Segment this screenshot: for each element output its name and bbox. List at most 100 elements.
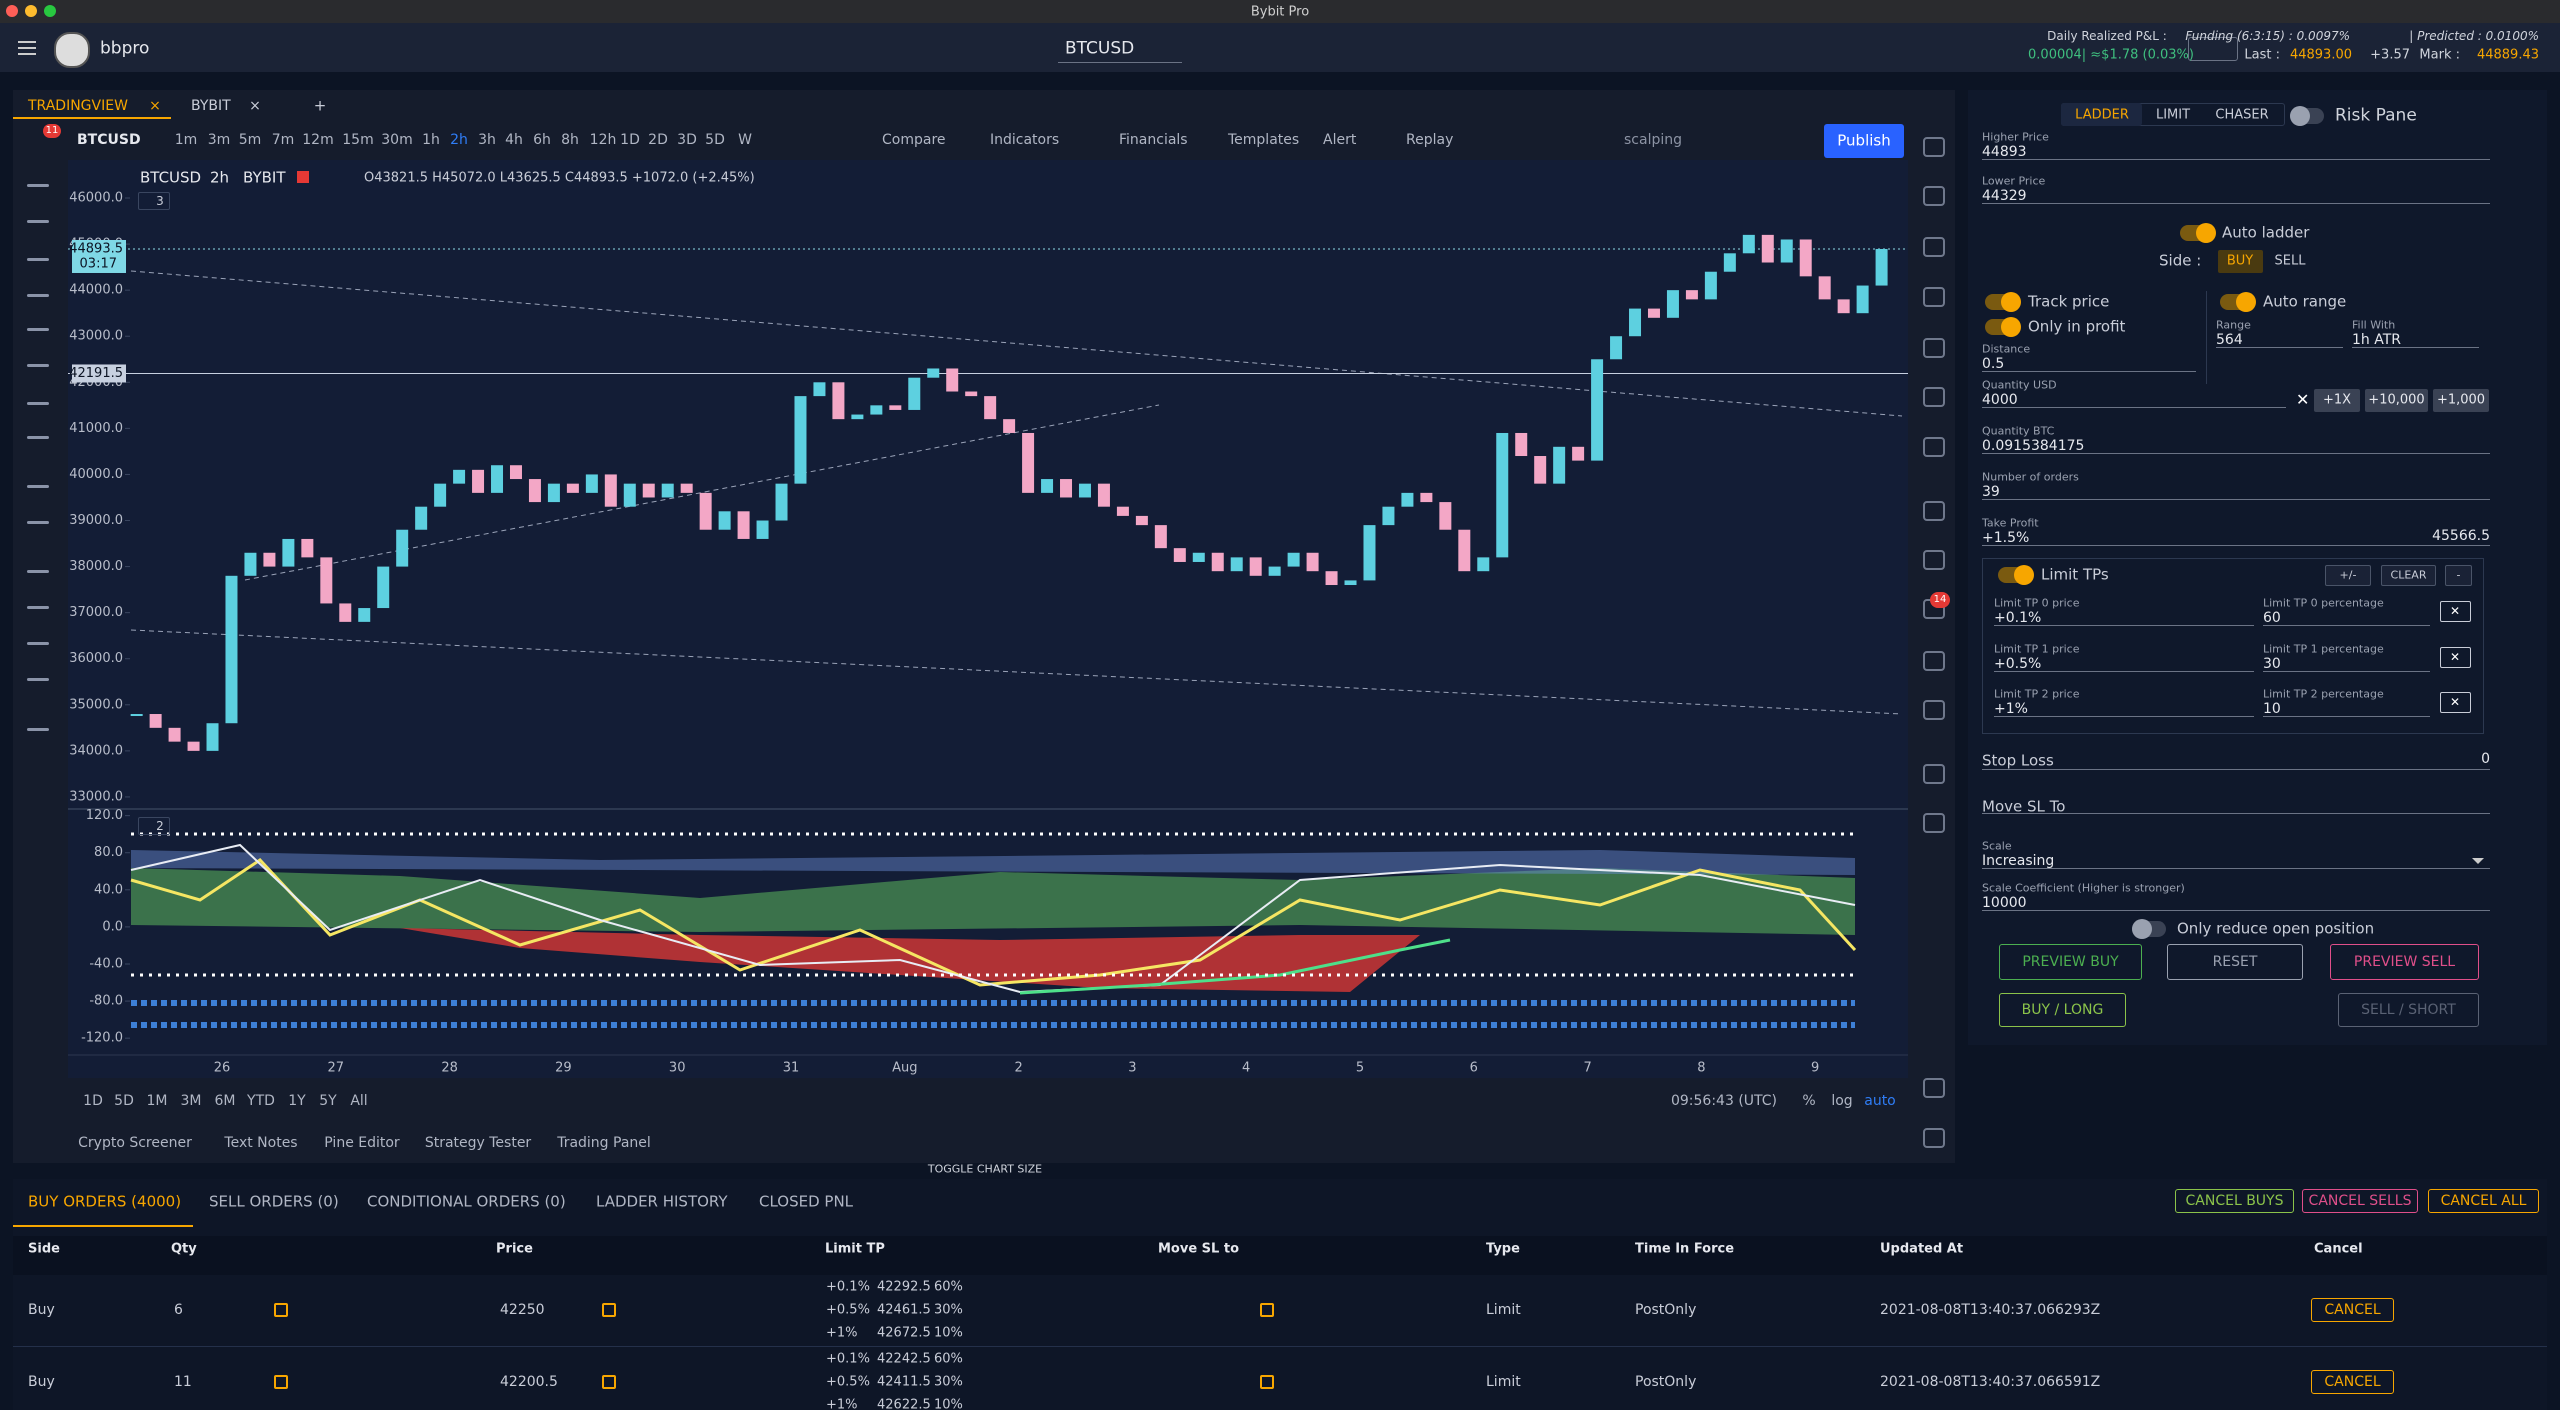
tab-close[interactable]: × bbox=[149, 98, 161, 114]
edit-icon[interactable] bbox=[274, 1303, 288, 1317]
interval-button[interactable]: 1D bbox=[620, 132, 640, 148]
publish-label[interactable]: Publish bbox=[1837, 131, 1891, 150]
side-icon[interactable] bbox=[1923, 651, 1945, 671]
tool-icon[interactable] bbox=[27, 570, 49, 573]
orders-action[interactable] bbox=[2302, 1189, 2418, 1213]
tool-icon[interactable] bbox=[27, 436, 49, 439]
reduce-toggle-knob[interactable] bbox=[2132, 919, 2152, 939]
cancel-order-label[interactable]: CANCEL bbox=[2324, 1374, 2381, 1390]
side-icon[interactable] bbox=[1923, 137, 1945, 157]
toolbar-tool[interactable]: Alert bbox=[1323, 132, 1357, 148]
side-sell-label[interactable]: SELL bbox=[2274, 253, 2306, 269]
layout-name[interactable]: scalping bbox=[1624, 132, 1682, 148]
interval-button[interactable]: 2D bbox=[648, 132, 668, 148]
range-button[interactable]: All bbox=[350, 1093, 368, 1109]
interval-button[interactable]: 1h bbox=[422, 132, 440, 148]
close-dot[interactable] bbox=[6, 5, 18, 17]
chart-tab[interactable]: BYBIT bbox=[191, 98, 231, 114]
preview-sell[interactable] bbox=[2330, 944, 2479, 980]
interval-button[interactable]: 2h bbox=[450, 132, 468, 148]
field-value[interactable]: 44329 bbox=[1982, 188, 2027, 204]
buy-long[interactable] bbox=[1999, 993, 2126, 1027]
edit-icon[interactable] bbox=[602, 1303, 616, 1317]
qty-button-label[interactable]: +1X bbox=[2322, 392, 2352, 408]
orders-action-label[interactable]: CANCEL BUYS bbox=[2185, 1193, 2284, 1209]
qty-button-label[interactable]: +1,000 bbox=[2436, 392, 2486, 408]
field-value[interactable]: 10000 bbox=[1982, 895, 2027, 911]
edit-icon[interactable] bbox=[602, 1375, 616, 1389]
preview-sell-label[interactable]: PREVIEW SELL bbox=[2353, 954, 2456, 970]
tool-icon[interactable] bbox=[27, 328, 49, 331]
range-button[interactable]: 5D bbox=[114, 1093, 134, 1109]
interval-button[interactable]: W bbox=[738, 132, 752, 148]
tp-remove-label[interactable]: ✕ bbox=[2449, 695, 2461, 710]
tab-add[interactable]: + bbox=[313, 96, 327, 115]
ladder-tab[interactable]: LADDER bbox=[2075, 107, 2129, 123]
sell-short[interactable] bbox=[2338, 993, 2479, 1027]
profit-toggle-knob[interactable] bbox=[2001, 317, 2021, 337]
side-icon[interactable] bbox=[1923, 1128, 1945, 1148]
reset-label[interactable]: RESET bbox=[2212, 954, 2258, 970]
bottom-tab[interactable]: Crypto Screener bbox=[78, 1135, 192, 1151]
field-value[interactable]: +1.5% bbox=[1982, 530, 2030, 546]
range-button[interactable]: YTD bbox=[247, 1093, 275, 1109]
bottom-tab[interactable]: Trading Panel bbox=[557, 1135, 651, 1151]
tool-icon[interactable] bbox=[27, 678, 49, 681]
side-icon[interactable] bbox=[1923, 1078, 1945, 1098]
ladder-tab[interactable]: LIMIT bbox=[2155, 107, 2191, 123]
interval-button[interactable]: 1m bbox=[174, 132, 198, 148]
tool-icon[interactable] bbox=[27, 521, 49, 524]
auto-toggle[interactable]: auto bbox=[1864, 1093, 1896, 1109]
track-toggle-knob[interactable] bbox=[2001, 292, 2021, 312]
orders-action-label[interactable]: CANCEL ALL bbox=[2440, 1193, 2527, 1209]
tool-icon[interactable] bbox=[27, 642, 49, 645]
tool-icon[interactable] bbox=[27, 184, 49, 187]
qty-button[interactable] bbox=[2365, 389, 2428, 412]
ladder-tab[interactable]: CHASER bbox=[2215, 107, 2269, 123]
interval-button[interactable]: 3m bbox=[207, 132, 231, 148]
menu-button[interactable] bbox=[18, 41, 36, 55]
interval-button[interactable]: 3h bbox=[478, 132, 496, 148]
interval-button[interactable]: 5D bbox=[705, 132, 725, 148]
log-toggle[interactable]: log bbox=[1831, 1093, 1853, 1109]
tp-button[interactable] bbox=[2381, 565, 2436, 586]
toggle-chart-size[interactable]: TOGGLE CHART SIZE bbox=[927, 1162, 1043, 1176]
tool-icon[interactable] bbox=[27, 220, 49, 223]
field-value[interactable]: Increasing bbox=[1982, 853, 2055, 869]
bottom-tab[interactable]: Text Notes bbox=[224, 1135, 298, 1151]
risk-toggle-knob[interactable] bbox=[2290, 106, 2310, 126]
tool-icon[interactable] bbox=[27, 728, 49, 731]
tp-button[interactable] bbox=[2445, 565, 2472, 586]
qty-button[interactable] bbox=[2433, 389, 2489, 412]
tp-button-label[interactable]: +/- bbox=[2339, 568, 2357, 582]
orders-tab[interactable]: CONDITIONAL ORDERS (0) bbox=[367, 1192, 566, 1211]
range-button[interactable]: 1M bbox=[146, 1093, 168, 1109]
orders-action[interactable] bbox=[2428, 1189, 2539, 1213]
interval-button[interactable]: 5m bbox=[238, 132, 262, 148]
tab-close[interactable]: × bbox=[249, 98, 261, 114]
range-button[interactable]: 1Y bbox=[288, 1093, 306, 1109]
field-value[interactable]: +0.5% bbox=[1994, 655, 2042, 672]
side-icon[interactable] bbox=[1923, 287, 1945, 307]
orders-tab[interactable]: LADDER HISTORY bbox=[596, 1192, 728, 1211]
range-button[interactable]: 1D bbox=[83, 1093, 103, 1109]
preview-buy-label[interactable]: PREVIEW BUY bbox=[2022, 954, 2119, 970]
tool-icon[interactable] bbox=[27, 606, 49, 609]
field-value[interactable]: 4000 bbox=[1982, 392, 2018, 408]
interval-button[interactable]: 7m bbox=[271, 132, 295, 148]
tp-remove[interactable] bbox=[2440, 692, 2471, 714]
bottom-tab[interactable]: Pine Editor bbox=[324, 1135, 400, 1151]
preview-buy[interactable] bbox=[1999, 944, 2142, 980]
field-value[interactable]: 1h ATR bbox=[2352, 332, 2401, 348]
tool-icon[interactable] bbox=[27, 485, 49, 488]
side-icon[interactable] bbox=[1923, 387, 1945, 407]
publish-button[interactable] bbox=[1824, 124, 1904, 158]
field-value[interactable]: 10 bbox=[2263, 701, 2281, 718]
side-icon[interactable] bbox=[1923, 550, 1945, 570]
field-value[interactable]: 60 bbox=[2263, 610, 2281, 626]
side-icon[interactable] bbox=[1923, 437, 1945, 457]
tp-button-label[interactable]: - bbox=[2456, 568, 2461, 582]
field-value[interactable]: 0.5 bbox=[1982, 356, 2005, 372]
field-value[interactable]: 30 bbox=[2263, 655, 2281, 672]
interval-button[interactable]: 12h bbox=[589, 132, 617, 148]
